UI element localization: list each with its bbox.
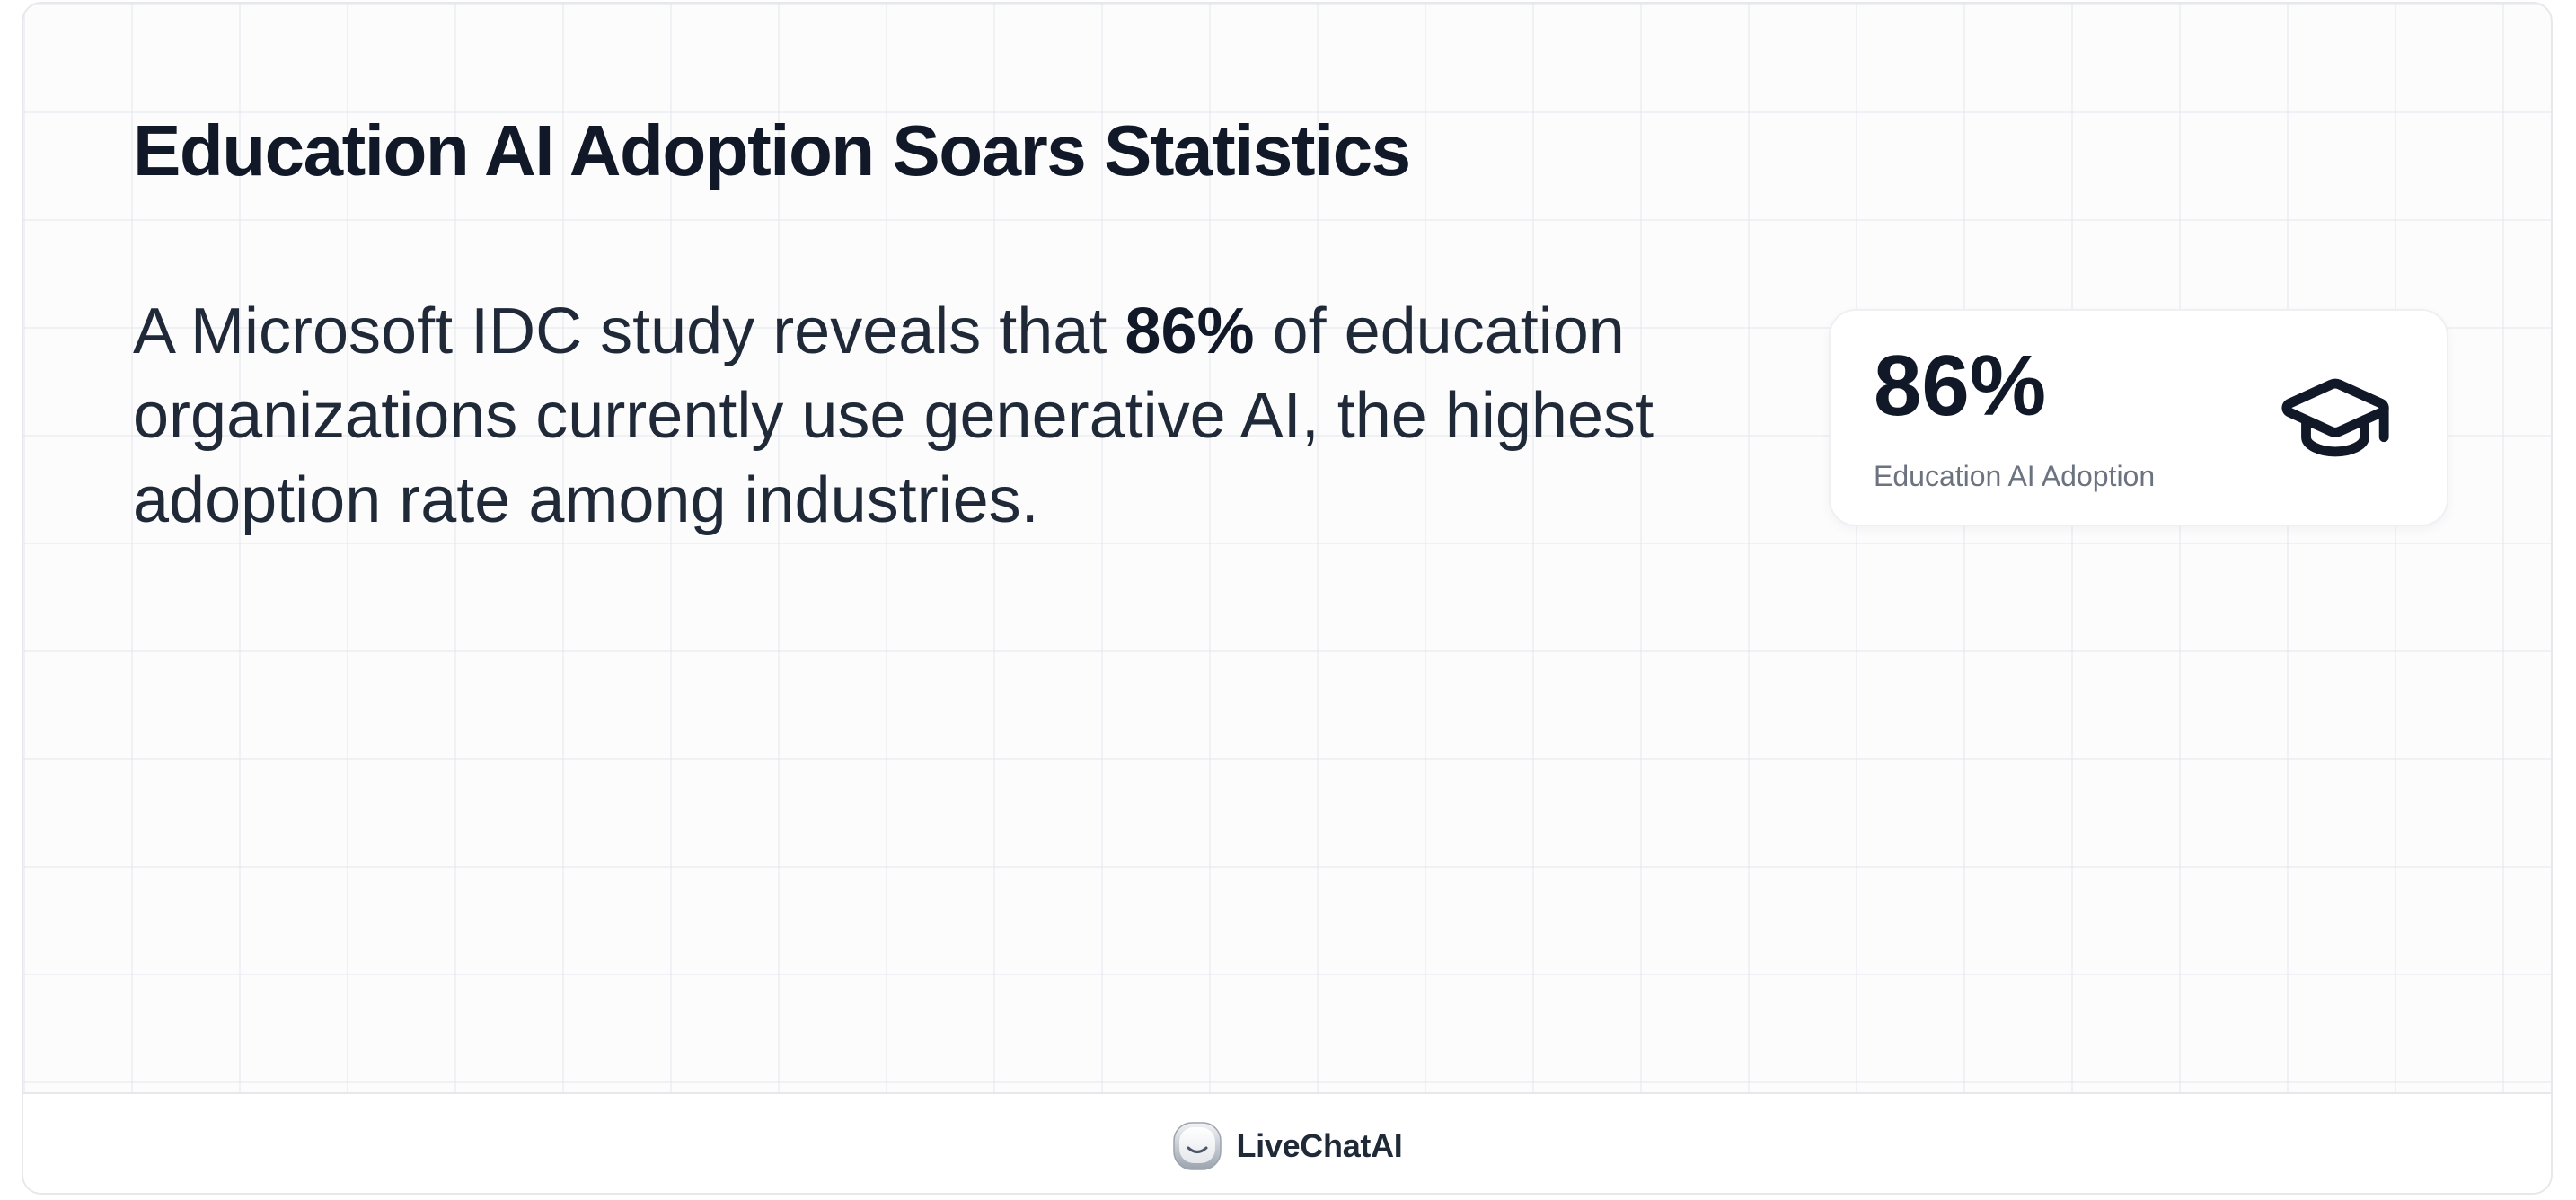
content-area: Education AI Adoption Soars Statistics A… <box>23 4 2551 1092</box>
stat-label: Education AI Adoption <box>1874 460 2156 492</box>
description-suffix: of education organizations currently use… <box>133 296 1654 536</box>
description-highlight: 86% <box>1125 296 1255 367</box>
infographic-card: Education AI Adoption Soars Statistics A… <box>22 2 2553 1195</box>
graduation-cap-icon <box>2281 378 2389 457</box>
livechatai-logo-icon <box>1173 1122 1222 1170</box>
description-text: A Microsoft IDC study reveals that 86% o… <box>133 289 1714 543</box>
stat-card: 86% Education AI Adoption <box>1829 309 2448 526</box>
page-title: Education AI Adoption Soars Statistics <box>133 110 1411 190</box>
footer: LiveChatAI <box>23 1092 2551 1193</box>
brand-name: LiveChatAI <box>1236 1127 1403 1164</box>
stat-value: 86% <box>1874 338 2047 434</box>
description-prefix: A Microsoft IDC study reveals that <box>133 296 1125 367</box>
